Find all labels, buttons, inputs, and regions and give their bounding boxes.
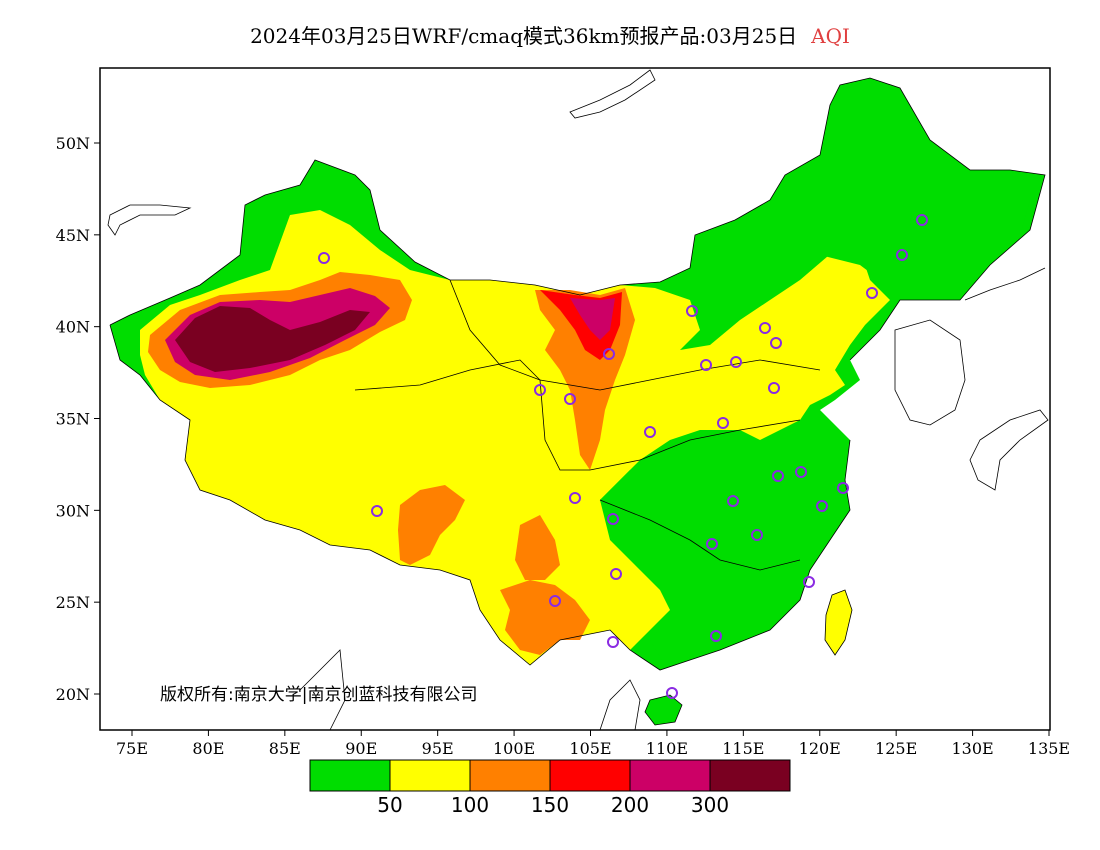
- x-tick-label: 115E: [722, 739, 764, 758]
- y-tick-label: 45N: [56, 226, 90, 245]
- variable-label: AQI: [811, 24, 850, 48]
- y-tick-label: 35N: [56, 410, 90, 429]
- city-marker: [564, 393, 576, 405]
- aqi-region-sensitive-southwest: [398, 485, 465, 565]
- city-marker: [896, 249, 908, 261]
- city-marker: [607, 513, 619, 525]
- city-marker: [866, 287, 878, 299]
- city-marker: [371, 505, 383, 517]
- legend-label: 300: [691, 793, 729, 817]
- legend-swatch: [469, 759, 551, 792]
- legend-label: 100: [451, 793, 489, 817]
- city-marker: [706, 538, 718, 550]
- city-marker: [772, 470, 784, 482]
- city-marker: [717, 417, 729, 429]
- legend-swatch: [549, 759, 631, 792]
- foreign-coastlines: [107, 69, 1049, 731]
- city-marker: [759, 322, 771, 334]
- x-axis: 75E 80E 85E 90E 95E 100E 105E 110E 115E 120E 125E 1…: [116, 730, 1070, 758]
- city-marker: [795, 466, 807, 478]
- x-tick-label: 100E: [493, 739, 535, 758]
- city-marker: [816, 500, 828, 512]
- aqi-region-sensitive-sichuan: [515, 515, 560, 580]
- x-tick-label: 110E: [646, 739, 688, 758]
- y-tick-label: 30N: [56, 501, 90, 520]
- hainan-region: [644, 694, 683, 726]
- city-marker: [318, 252, 330, 264]
- city-marker: [549, 595, 561, 607]
- city-marker: [803, 576, 815, 588]
- x-tick-label: 125E: [875, 739, 917, 758]
- city-marker: [916, 214, 928, 226]
- city-marker: [768, 382, 780, 394]
- city-marker: [700, 359, 712, 371]
- aqi-region-very-unhealthy-central: [570, 298, 615, 340]
- city-marker: [534, 384, 546, 396]
- city-marker: [770, 337, 782, 349]
- x-tick-label: 90E: [345, 739, 377, 758]
- city-marker: [569, 492, 581, 504]
- city-marker: [727, 495, 739, 507]
- city-marker: [644, 426, 656, 438]
- city-marker: [607, 636, 619, 648]
- city-marker: [686, 305, 698, 317]
- x-tick-label: 130E: [951, 739, 993, 758]
- city-markers: [318, 214, 928, 699]
- x-tick-label: 80E: [192, 739, 224, 758]
- title-text: 2024年03月25日WRF/cmaq模式36km预报产品:03月25日: [250, 24, 798, 48]
- city-marker: [837, 482, 849, 494]
- legend-label: 150: [531, 793, 569, 817]
- x-tick-label: 85E: [269, 739, 301, 758]
- aqi-region-good-south: [600, 430, 840, 665]
- city-marker: [666, 687, 678, 699]
- legend-swatch: [309, 759, 391, 792]
- x-tick-label: 135E: [1028, 739, 1070, 758]
- aqi-region-sensitive-south: [500, 580, 590, 655]
- y-tick-label: 20N: [56, 685, 90, 704]
- legend-swatch: [389, 759, 471, 792]
- x-tick-label: 105E: [569, 739, 611, 758]
- copyright-notice: 版权所有:南京大学|南京创蓝科技有限公司: [160, 685, 478, 705]
- x-tick-label: 120E: [799, 739, 841, 758]
- city-marker: [610, 568, 622, 580]
- x-tick-label: 95E: [422, 739, 454, 758]
- map-title: 2024年03月25日WRF/cmaq模式36km预报产品:03月25日 AQI: [0, 20, 1100, 49]
- legend-label: 50: [377, 793, 402, 817]
- legend-swatch: [709, 759, 791, 792]
- city-marker: [603, 348, 615, 360]
- y-tick-label: 50N: [56, 134, 90, 153]
- legend-label: 200: [611, 793, 649, 817]
- aqi-region-good-northeast: [820, 190, 1030, 300]
- map-area: [107, 69, 1049, 731]
- boundary-lines: [109, 77, 1046, 671]
- city-marker: [751, 529, 763, 541]
- y-axis: 50N 45N 40N 35N 30N 25N 20N: [56, 134, 100, 704]
- x-tick-label: 75E: [116, 739, 148, 758]
- city-marker: [710, 630, 722, 642]
- city-marker: [730, 356, 742, 368]
- aqi-region-hazardous-west: [175, 306, 370, 372]
- taiwan-region: [824, 589, 853, 656]
- y-tick-label: 40N: [56, 318, 90, 337]
- color-legend: 50 100 150 200 300: [309, 759, 791, 817]
- y-tick-label: 25N: [56, 593, 90, 612]
- legend-swatch: [629, 759, 711, 792]
